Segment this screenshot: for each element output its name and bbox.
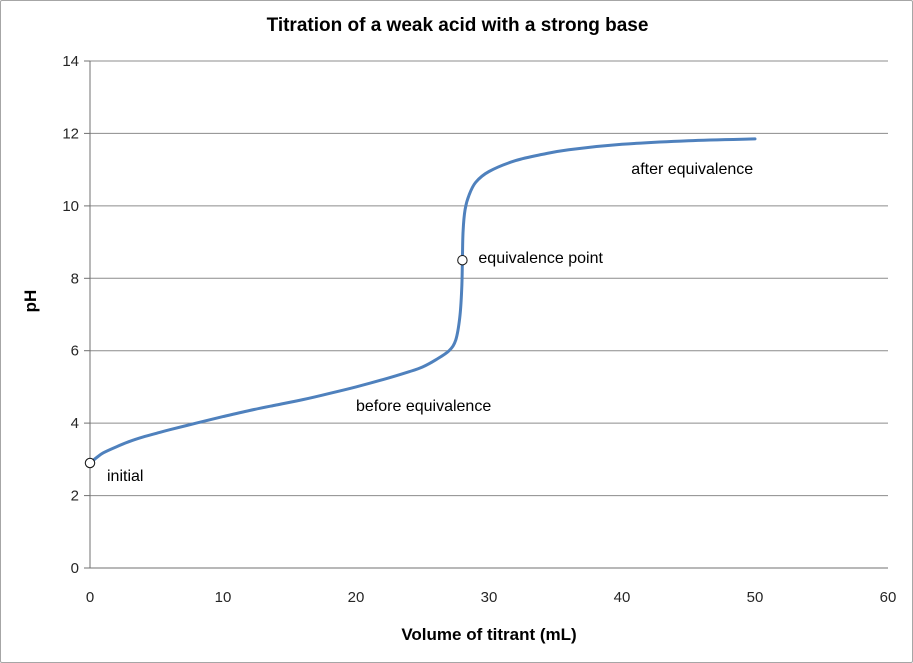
x-tick-label: 10: [215, 589, 232, 606]
x-tick-label: 50: [747, 589, 764, 606]
x-tick-label: 60: [880, 589, 897, 606]
y-tick-label: 12: [62, 125, 79, 142]
x-tick-label: 40: [614, 589, 631, 606]
y-tick-label: 6: [71, 343, 79, 360]
x-tick-label: 30: [481, 589, 498, 606]
annotation-after-equivalence: after equivalence: [631, 160, 754, 178]
y-tick-label: 0: [71, 560, 79, 577]
equivalence-point-marker: [457, 254, 468, 266]
annotation-initial: initial: [107, 468, 144, 485]
y-tick-label: 4: [71, 415, 79, 432]
y-tick-label: 10: [62, 198, 79, 215]
y-tick-label: 2: [71, 488, 79, 505]
titration-curve: [88, 137, 757, 465]
x-tick-label: 0: [86, 589, 94, 606]
chart-title: Titration of a weak acid with a strong b…: [266, 15, 649, 36]
x-tick-label: 20: [348, 589, 365, 606]
x-axis-title: Volume of titrant (mL): [401, 625, 577, 644]
y-tick-label: 8: [71, 270, 79, 287]
annotation-before-equivalence: before equivalence: [356, 397, 492, 415]
initial-marker: [84, 457, 96, 469]
annotation-equivalence-point: equivalence point: [478, 250, 603, 268]
y-tick-label: 14: [62, 53, 79, 70]
